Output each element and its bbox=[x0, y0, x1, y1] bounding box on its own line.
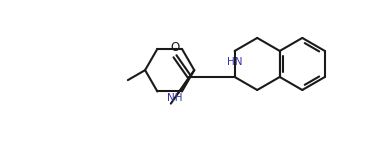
Text: NH: NH bbox=[167, 93, 182, 103]
Text: O: O bbox=[170, 41, 180, 54]
Text: HN: HN bbox=[227, 58, 242, 67]
